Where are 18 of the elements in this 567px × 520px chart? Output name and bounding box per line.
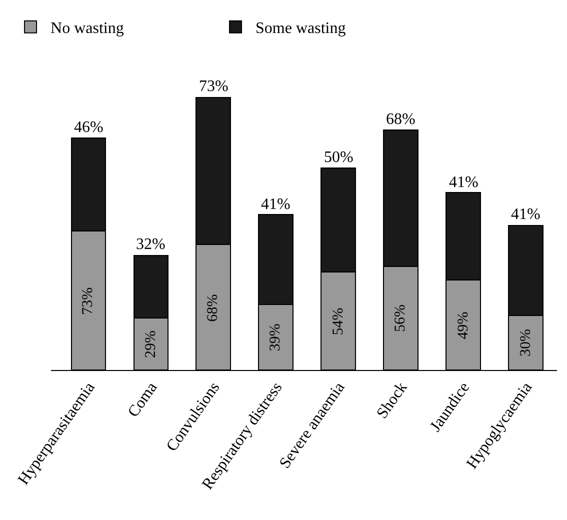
annotation: 73% bbox=[80, 287, 96, 315]
annotation: 41% bbox=[261, 196, 290, 213]
annotation: 46% bbox=[74, 119, 104, 136]
annotation: 30% bbox=[518, 329, 534, 356]
annotation: 68% bbox=[386, 111, 416, 128]
text: 73% bbox=[199, 78, 228, 95]
annotation: 41% bbox=[511, 206, 540, 223]
annotation: 39% bbox=[268, 324, 284, 352]
legend-label: No wasting bbox=[50, 20, 124, 38]
annotation: 50% bbox=[324, 149, 354, 166]
annotation: 68% bbox=[205, 294, 222, 322]
legend-label: Some wasting bbox=[256, 20, 346, 38]
annotation: 29% bbox=[142, 330, 159, 358]
annotation: 32% bbox=[136, 236, 166, 253]
annotation: 49% bbox=[455, 312, 472, 340]
annotation: 54% bbox=[330, 308, 346, 336]
annotation: 41% bbox=[449, 174, 478, 191]
annotation: 56% bbox=[392, 304, 409, 332]
